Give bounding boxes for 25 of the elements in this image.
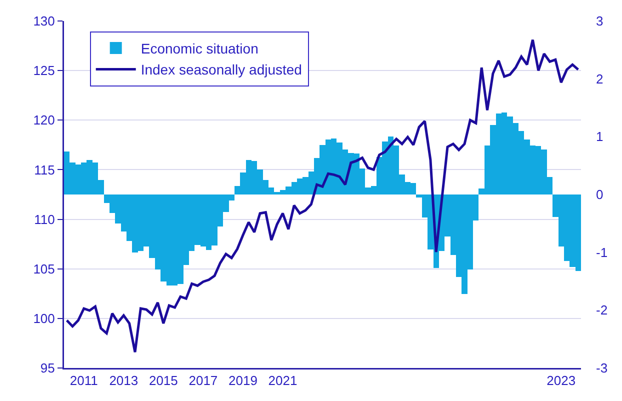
- x-tick-label: 2015: [148, 373, 178, 388]
- x-tick-label: 2017: [188, 373, 218, 388]
- y2-tick-label: 2: [596, 71, 604, 86]
- x-tick-label: 2021: [268, 373, 298, 388]
- y2-tick-label: -1: [596, 244, 608, 260]
- y-tick-label: 100: [33, 310, 55, 326]
- y-tick-label: 115: [34, 162, 55, 178]
- y2-tick-label: 0: [596, 187, 604, 202]
- line-series: [66, 38, 580, 354]
- y-tick-label: 130: [33, 14, 55, 29]
- y-tick-label: 120: [33, 112, 55, 128]
- legend-label: Index seasonally adjusted: [140, 62, 302, 78]
- y2-tick-label: -2: [596, 302, 608, 318]
- y-tick-label: 125: [33, 63, 55, 78]
- y2-tick-label: -3: [596, 360, 608, 376]
- y-tick-label: 95: [40, 360, 55, 376]
- x-tick-label: 2013: [109, 373, 138, 388]
- y2-tick-label: 3: [596, 14, 604, 29]
- x-tick-label: 2023: [546, 373, 576, 388]
- y-tick-label: 105: [33, 261, 55, 276]
- x-tick-label: 2019: [228, 373, 258, 388]
- legend-label: Economic situation: [140, 40, 258, 56]
- y2-tick-label: 1: [596, 129, 604, 144]
- y-tick-label: 110: [34, 212, 55, 227]
- x-tick-label: 2011: [70, 373, 98, 388]
